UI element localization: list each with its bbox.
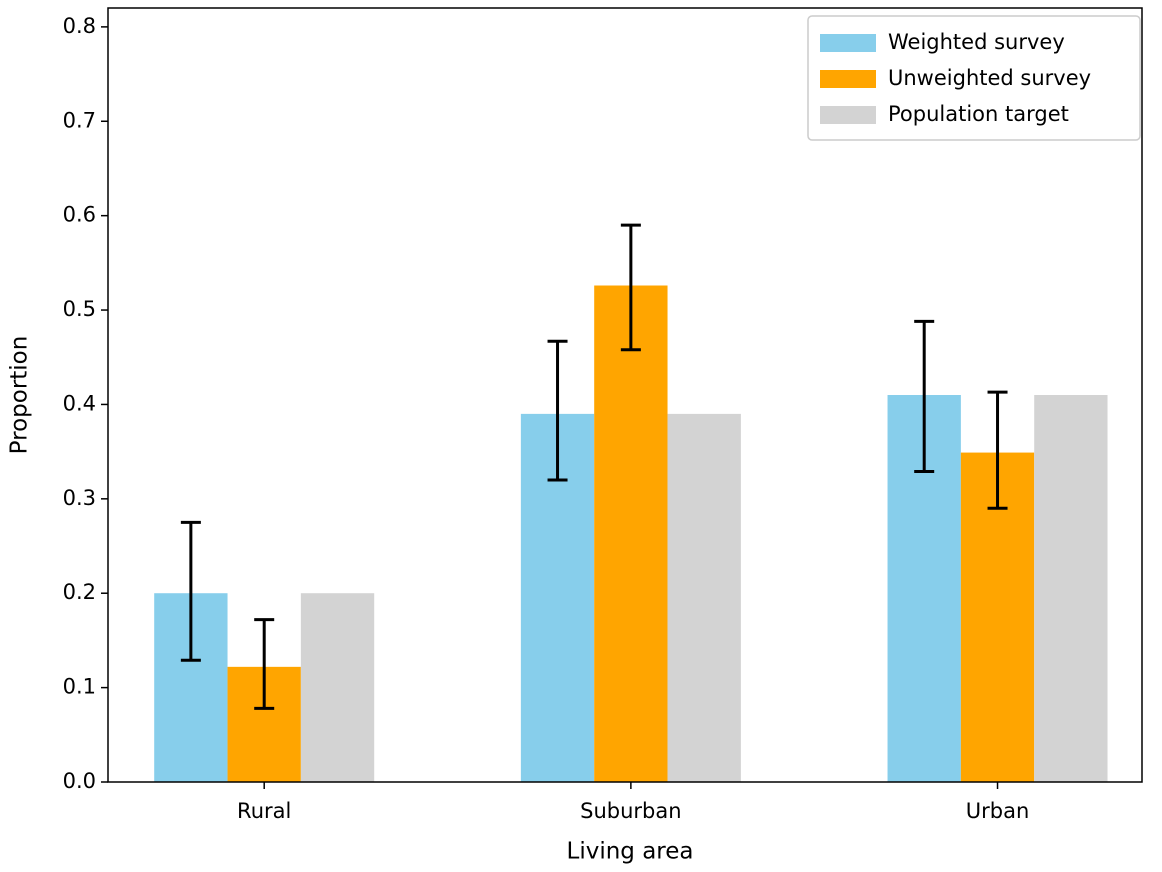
legend-box	[807, 15, 1141, 141]
y-tick-label: 0.8	[63, 14, 96, 38]
y-tick-label: 0.7	[63, 108, 96, 132]
error-bar	[914, 319, 935, 473]
error-bar	[620, 223, 641, 352]
legend-label: Weighted survey	[888, 30, 1065, 54]
y-tick-label: 0.5	[63, 297, 96, 321]
plot-frame	[107, 7, 1143, 783]
error-bar	[180, 520, 201, 662]
error-bar	[254, 618, 275, 710]
y-tick-label: 0.0	[63, 769, 96, 793]
legend-swatch	[820, 70, 876, 88]
legend-swatch	[820, 34, 876, 52]
y-tick-label: 0.3	[63, 486, 96, 510]
y-tick-label: 0.4	[63, 391, 96, 415]
y-tick-label: 0.2	[63, 580, 96, 604]
legend-swatch	[820, 106, 876, 124]
x-tick-label: Suburban	[580, 799, 681, 823]
error-bar	[987, 390, 1008, 510]
legend-label: Population target	[888, 102, 1069, 126]
bar	[667, 413, 741, 782]
legend-label: Unweighted survey	[888, 66, 1091, 90]
bar	[1034, 395, 1108, 782]
x-tick-label: Rural	[237, 799, 291, 823]
bar	[594, 285, 668, 782]
bar	[300, 593, 375, 782]
x-axis-label: Living area	[567, 839, 694, 865]
x-tick-label: Urban	[966, 799, 1030, 823]
y-tick-label: 0.1	[63, 675, 96, 699]
error-bar	[547, 339, 568, 482]
y-tick-label: 0.6	[63, 203, 96, 227]
y-axis-label: Proportion	[7, 336, 33, 455]
